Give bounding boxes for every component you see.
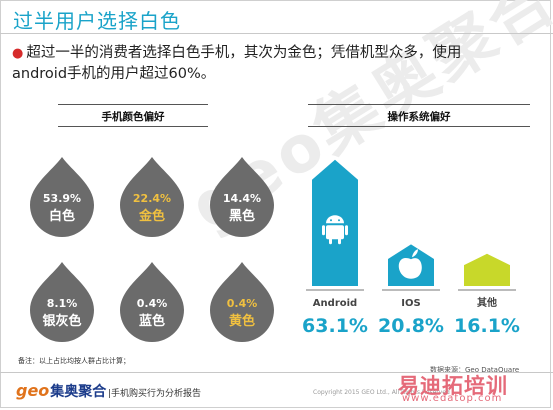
os-section-title: 操作系统偏好 <box>387 111 451 123</box>
logo-name-text: 集奥聚合 <box>50 384 107 400</box>
droplet-category-label: 黑色 <box>229 208 255 224</box>
droplet-6: 0.4% 黄色 <box>210 262 274 342</box>
os-value-label: 63.1% <box>302 315 368 337</box>
headline-text: ● 超过一半的消费者选择白色手机，其次为金色；凭借机型众多，使用 android手… <box>12 43 532 84</box>
droplet-value-label: 22.4% <box>133 192 171 205</box>
droplet-shape <box>210 157 274 237</box>
company-logo: geo集奥聚合 <box>16 381 106 401</box>
os-section-rule-top <box>308 104 530 105</box>
slide-title: 过半用户选择白色 <box>13 9 181 33</box>
color-section-rule-bottom <box>58 126 208 127</box>
droplet-value-label: 0.4% <box>227 297 258 310</box>
droplet-shape <box>30 262 94 342</box>
bullet-icon: ● <box>12 46 24 61</box>
os-value-label: 20.8% <box>378 315 444 337</box>
droplet-value-label: 8.1% <box>47 297 78 310</box>
droplet-4: 8.1% 银灰色 <box>30 262 94 342</box>
footnote: 备注：以上占比均按人群占比计算； <box>18 357 130 365</box>
droplet-1: 53.9% 白色 <box>30 157 94 237</box>
report-name: |手机购买行为分析报告 <box>108 389 202 399</box>
droplet-value-label: 14.4% <box>223 192 261 205</box>
footer-divider <box>0 372 553 373</box>
color-preference-chart: 53.9% 白色 22.4% 金色 14.4% 黑色 8.1% 银灰色 0.4% 蓝色 0.4% 黄色 <box>30 157 274 342</box>
os-value-label: 16.1% <box>454 315 520 337</box>
droplet-2: 22.4% 金色 <box>120 157 184 237</box>
droplet-category-label: 黄色 <box>229 313 255 329</box>
android-icon <box>322 215 348 245</box>
os-category-label: 其他 <box>477 296 497 309</box>
color-section-rule-top <box>58 104 208 105</box>
site-watermark-url: www.edatop.com <box>402 393 503 404</box>
os-bar-ios: IOS 20.8% <box>378 244 444 337</box>
site-watermark-logo: 易迪拓培训 <box>398 374 508 398</box>
apple-icon <box>398 249 422 279</box>
droplet-value-label: 0.4% <box>137 297 168 310</box>
droplet-category-label: 白色 <box>49 208 75 224</box>
os-section-rule-bottom <box>308 126 530 127</box>
headline-line-2: android手机的用户超过60%。 <box>12 66 216 82</box>
os-bar-shape <box>464 253 510 286</box>
os-bar-android: Android 63.1% <box>302 159 368 337</box>
data-source: 数据来源：Geo DataQuare <box>430 366 520 374</box>
logo-geo-text: geo <box>16 381 50 400</box>
droplet-value-label: 53.9% <box>43 192 81 205</box>
title-divider <box>0 33 553 34</box>
droplet-3: 14.4% 黑色 <box>210 157 274 237</box>
droplet-shape <box>120 157 184 237</box>
os-category-label: IOS <box>401 298 420 309</box>
copyright-text: Copyright 2015 GEO Ltd., All Rights Rese… <box>313 389 450 396</box>
droplet-category-label: 金色 <box>138 208 165 224</box>
os-bar-其他: 其他 16.1% <box>454 253 520 337</box>
droplet-shape <box>30 157 94 237</box>
droplet-5: 0.4% 蓝色 <box>120 262 184 342</box>
os-preference-chart: Android 63.1% IOS 20.8% 其他 16.1% <box>302 159 520 337</box>
os-category-label: Android <box>313 298 357 309</box>
headline-line-1: 超过一半的消费者选择白色手机，其次为金色；凭借机型众多，使用 <box>26 45 462 61</box>
color-section-title: 手机颜色偏好 <box>101 111 165 123</box>
droplet-shape <box>210 262 274 342</box>
droplet-shape <box>120 262 184 342</box>
droplet-category-label: 蓝色 <box>139 313 165 329</box>
droplet-category-label: 银灰色 <box>42 313 81 329</box>
